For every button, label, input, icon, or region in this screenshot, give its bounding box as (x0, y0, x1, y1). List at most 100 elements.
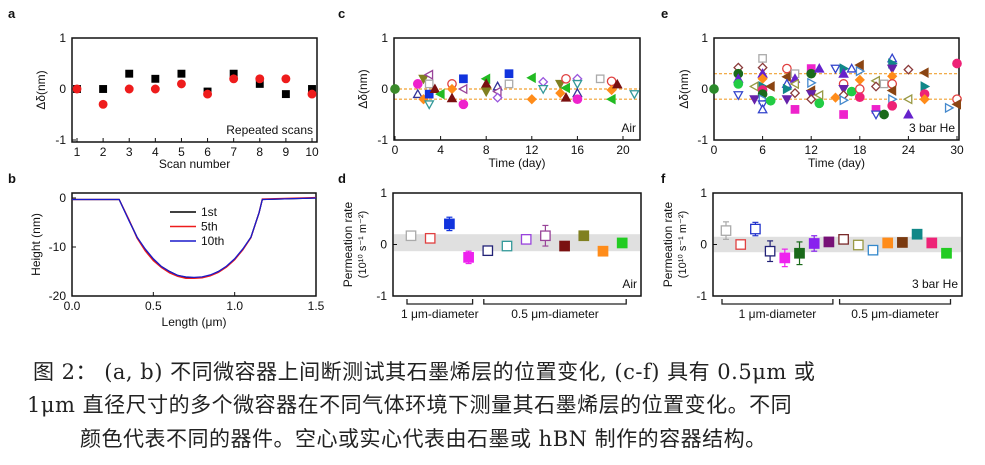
x-axis-label: Scan number (159, 157, 230, 171)
group-label: 1 μm-diameter (401, 307, 479, 321)
data-point (572, 79, 583, 90)
data-point (846, 63, 858, 73)
data-point (903, 108, 914, 119)
data-point (944, 102, 955, 114)
data-point (870, 110, 882, 121)
plot-frame (71, 192, 317, 297)
x-axis-label: Time (day) (489, 156, 546, 170)
panel-label: b (8, 171, 16, 186)
data-point (758, 54, 767, 63)
condition-annotation: Air (621, 121, 636, 135)
data-point (99, 85, 108, 93)
x-tick-label: 6 (759, 143, 766, 157)
caption-line-2: 1μm 直径尺寸的多个微容器在不同气体环境下测量其石墨烯层的位置变化。不同 (27, 393, 793, 417)
data-point (854, 84, 865, 94)
data-point (794, 247, 805, 259)
data-point (177, 69, 186, 78)
x-tick-label: 24 (902, 143, 916, 157)
y-tick-label: -1 (696, 289, 707, 303)
data-point (526, 72, 536, 84)
data-point (72, 84, 82, 94)
data-point (720, 225, 732, 236)
data-point (595, 74, 605, 84)
panel-label: f (661, 171, 666, 186)
data-point (492, 92, 503, 103)
data-point (838, 68, 849, 78)
y-tick-label: 1 (381, 31, 388, 45)
series-line-5th (72, 196, 317, 280)
y-axis-label: Height (nm) (29, 213, 43, 276)
data-point (482, 245, 494, 257)
data-point (151, 74, 160, 83)
x-tick-label: 16 (571, 143, 585, 157)
y-tick-label: 1 (700, 186, 707, 200)
y-axis-label: Permeation rate (341, 201, 355, 287)
data-point (559, 240, 570, 252)
data-point (765, 81, 775, 92)
data-point (813, 63, 825, 73)
x-tick-label: 4 (437, 143, 444, 157)
data-point (561, 73, 571, 84)
data-point (749, 95, 760, 105)
data-point (854, 92, 865, 103)
x-tick-label: 30 (950, 143, 964, 157)
data-point (903, 64, 914, 75)
legend-label: 1st (201, 205, 218, 219)
y-axis-unit: (10¹⁰ s⁻¹ m⁻²) (677, 211, 689, 278)
data-point (150, 84, 160, 94)
data-point (616, 237, 628, 249)
x-tick-label: 0 (392, 143, 399, 157)
data-point (463, 252, 474, 263)
series-black-squares (73, 69, 316, 99)
data-point (757, 73, 768, 84)
data-point (886, 64, 898, 75)
data-point (765, 95, 776, 106)
series-line-10th (72, 197, 317, 279)
x-tick-label: 6 (204, 145, 211, 159)
x-tick-label: 7 (230, 145, 237, 159)
y-axis-label: Δδ(nm) (356, 69, 370, 108)
data-point (458, 99, 469, 110)
data-point (814, 98, 825, 109)
data-point (572, 94, 583, 105)
panel-label: a (8, 6, 16, 21)
data-point (538, 76, 549, 87)
data-point (560, 82, 571, 94)
data-point (412, 88, 424, 99)
data-point (504, 69, 514, 79)
y-tick-label: 0 (59, 191, 66, 205)
data-point (412, 79, 423, 89)
data-point (839, 94, 850, 106)
data-point (98, 99, 108, 109)
y-tick-label: 0 (380, 238, 387, 252)
y-tick-label: -10 (49, 240, 67, 254)
data-point (540, 230, 551, 242)
data-point (606, 93, 616, 105)
condition-annotation: Repeated scans (226, 123, 313, 137)
data-point (526, 94, 537, 105)
data-point (424, 232, 436, 244)
data-point (757, 103, 768, 114)
group-bracket (483, 299, 627, 305)
group-bracket (721, 299, 834, 305)
y-tick-label: -1 (55, 133, 66, 147)
data-point (229, 74, 239, 84)
group-label: 0.5 μm-diameter (851, 307, 939, 321)
data-point (405, 230, 417, 242)
data-point (852, 239, 864, 251)
legend-label: 5th (201, 220, 218, 234)
data-point (555, 87, 566, 99)
data-point (124, 84, 134, 94)
y-tick-label: 0 (59, 82, 66, 96)
data-point (459, 74, 468, 84)
data-point (813, 89, 824, 101)
data-point (748, 81, 759, 92)
data-point (424, 79, 434, 89)
data-point (203, 89, 213, 99)
data-point (902, 93, 913, 105)
data-point (879, 79, 889, 89)
data-point (446, 92, 458, 103)
condition-annotation: Air (622, 277, 637, 291)
